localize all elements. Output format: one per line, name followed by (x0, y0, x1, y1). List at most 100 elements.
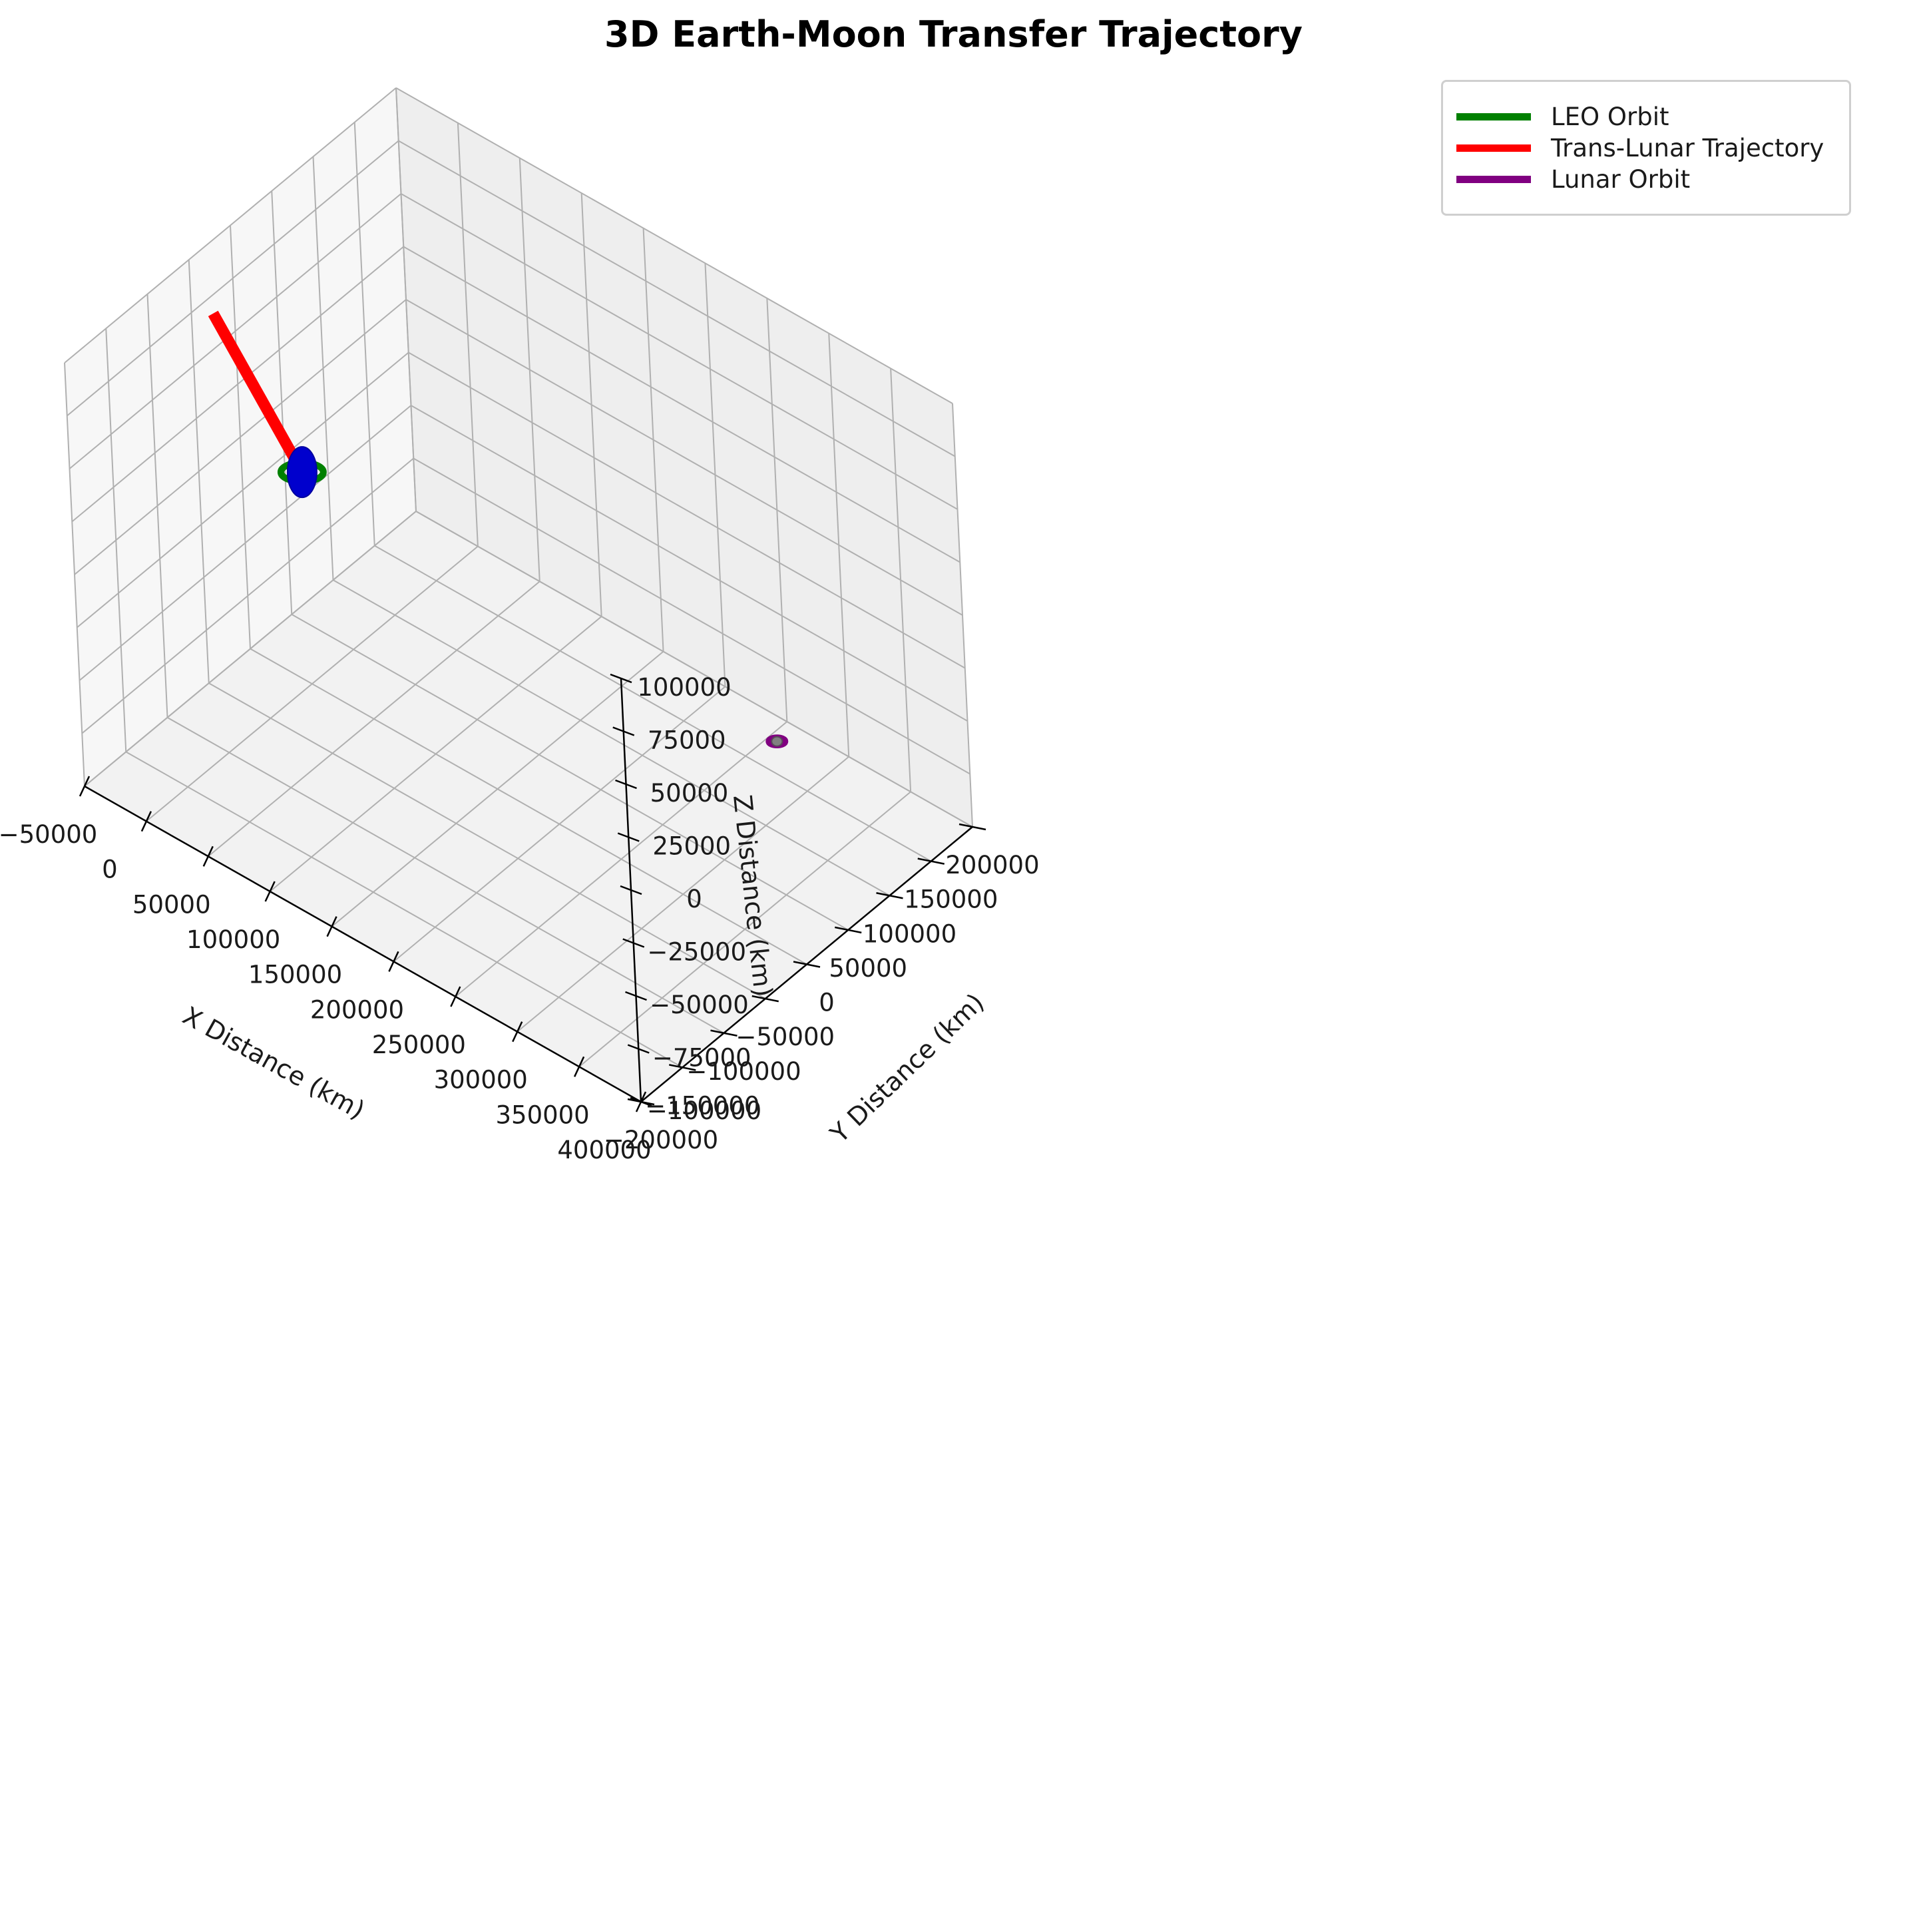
z-tick-label: 25000 (652, 832, 731, 861)
moon-sphere (771, 736, 783, 747)
grid-line-z-left (84, 511, 417, 787)
grid-line-z-left (81, 457, 414, 734)
y-axis-title: Y Distance (km) (824, 987, 990, 1148)
z-tick-label: 0 (686, 885, 702, 913)
grid-line-y-floor (208, 682, 766, 999)
y-tick-label: 150000 (904, 885, 998, 914)
grid-lines (64, 87, 973, 1102)
z-tick (610, 673, 632, 684)
grid-line-z-back (405, 299, 963, 616)
z-tick-label: 50000 (650, 779, 729, 808)
y-tick-label: 100000 (863, 919, 956, 948)
y-tick (876, 892, 903, 899)
grid-line-z-back (401, 193, 958, 510)
legend: LEO Orbit Trans-Lunar Trajectory Lunar O… (1441, 80, 1851, 216)
y-tick-label: −200000 (604, 1126, 718, 1154)
grid-line-z-back (408, 352, 966, 669)
z-tick (612, 726, 635, 736)
z-tick (630, 1096, 652, 1107)
legend-swatch-trans-lunar (1456, 144, 1531, 152)
legend-item-lunar: Lunar Orbit (1456, 158, 1690, 200)
z-tick-label: −75000 (652, 1044, 751, 1073)
grid-line-z-back (411, 405, 968, 722)
y-tick (793, 961, 821, 968)
grid-line-y-floor (333, 579, 890, 897)
x-tick (512, 1021, 523, 1043)
x-tick-label: 150000 (248, 961, 342, 989)
grid-line-z-back (403, 246, 960, 563)
legend-item-trans-lunar: Trans-Lunar Trajectory (1456, 126, 1824, 169)
y-tick-label: −150000 (645, 1091, 759, 1120)
grid-line-y-floor (291, 614, 849, 931)
grid-line-z-back (413, 457, 970, 775)
legend-item-leo: LEO Orbit (1456, 95, 1669, 138)
grid-line-y-floor (250, 648, 807, 965)
x-tick-label: 300000 (434, 1066, 528, 1094)
legend-label-trans-lunar: Trans-Lunar Trajectory (1551, 133, 1824, 162)
grid-line-z-left (79, 405, 412, 681)
y-tick (669, 1064, 696, 1071)
grid-line-y-floor (374, 545, 932, 862)
chart-title: 3D Earth-Moon Transfer Trajectory (604, 13, 1303, 55)
data-series (208, 310, 789, 749)
grid-line-y-floor (125, 751, 683, 1069)
y-tick-label: −100000 (686, 1057, 801, 1086)
grid-line-z-left (77, 352, 409, 628)
x-tick-label: 350000 (495, 1100, 589, 1129)
y-tick (958, 823, 986, 831)
grid-line-z-left (64, 87, 397, 363)
z-tick (615, 779, 637, 790)
x-tick-label: 200000 (310, 995, 404, 1024)
x-axis-line (84, 785, 642, 1103)
grid-line-z-left (69, 193, 402, 469)
grid-line-y-floor (167, 716, 724, 1034)
x-tick-label: 400000 (557, 1136, 651, 1164)
z-tick-label: −50000 (650, 991, 749, 1019)
x-tick (450, 986, 461, 1007)
z-tick (617, 832, 640, 842)
legend-label-leo: LEO Orbit (1551, 102, 1669, 131)
z-tick-label: 75000 (648, 726, 726, 755)
z-tick (622, 938, 645, 948)
x-tick (326, 916, 337, 937)
z-tick-label: −25000 (647, 938, 746, 967)
y-tick-label: 50000 (829, 954, 907, 983)
x-tick (202, 845, 214, 867)
x-tick (264, 881, 276, 902)
x-tick (79, 776, 91, 797)
x-tick (573, 1056, 585, 1077)
x-tick-label: −50000 (0, 820, 97, 849)
grid-line-z-left (74, 299, 407, 575)
y-tick (835, 926, 862, 934)
x-tick-label: 250000 (372, 1031, 466, 1059)
tick-labels: −500000500001000001500002000002500003000… (0, 673, 1040, 1164)
z-tick (620, 885, 642, 895)
x-tick-label: 50000 (132, 890, 211, 919)
tick-marks (79, 673, 986, 1112)
z-tick (627, 1044, 650, 1054)
x-tick (140, 811, 152, 832)
legend-swatch-leo (1456, 113, 1531, 121)
grid-line-z-back (395, 87, 953, 404)
grid-line-z-left (67, 140, 399, 417)
earth-sphere (286, 446, 318, 499)
y-tick-label: 0 (819, 989, 835, 1017)
trans-lunar-trajectory-line (208, 310, 308, 475)
x-tick-label: 100000 (186, 925, 280, 954)
y-tick (917, 857, 945, 865)
legend-swatch-lunar (1456, 175, 1531, 183)
grid-line-z-back (415, 511, 973, 828)
legend-label-lunar: Lunar Orbit (1551, 164, 1691, 194)
z-tick (625, 991, 647, 1001)
z-tick-label: 100000 (637, 673, 731, 702)
x-tick (388, 951, 399, 972)
y-tick (710, 1029, 738, 1037)
y-tick (751, 995, 779, 1003)
grid-line-z-back (398, 140, 956, 457)
y-tick-label: −50000 (736, 1023, 835, 1051)
y-tick-label: 200000 (945, 851, 1039, 879)
x-tick-label: 0 (102, 855, 118, 884)
z-tick-label: −100000 (647, 1096, 761, 1125)
grid-line-z-left (71, 246, 404, 523)
